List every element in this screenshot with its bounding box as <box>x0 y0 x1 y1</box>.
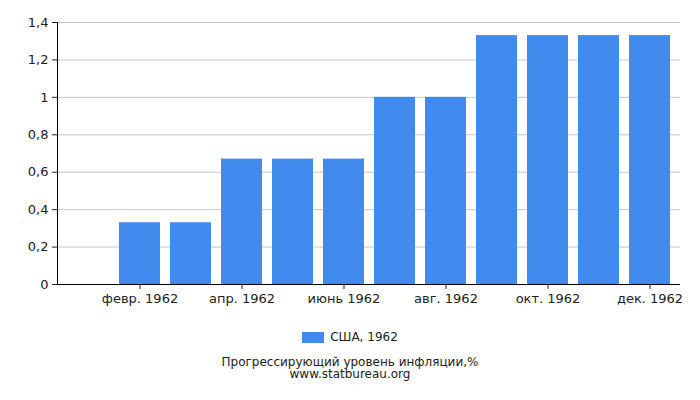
svg-text:0,6: 0,6 <box>28 164 49 179</box>
svg-text:окт. 1962: окт. 1962 <box>516 291 581 306</box>
svg-text:дек. 1962: дек. 1962 <box>617 291 683 306</box>
svg-text:0,2: 0,2 <box>28 239 49 254</box>
html-text:США, 1962: США, 1962 <box>330 330 398 344</box>
svg-text:0,4: 0,4 <box>28 202 49 217</box>
svg-text:апр. 1962: апр. 1962 <box>209 291 275 306</box>
svg-text:1,4: 1,4 <box>28 15 49 30</box>
svg-text:февр. 1962: февр. 1962 <box>102 291 178 306</box>
svg-text:0: 0 <box>40 277 48 292</box>
svg-text:1,2: 1,2 <box>28 52 49 67</box>
svg-text:июнь 1962: июнь 1962 <box>308 291 381 306</box>
svg-text:авг. 1962: авг. 1962 <box>414 291 478 306</box>
svg-text:0,8: 0,8 <box>28 127 49 142</box>
html-text:www.statbureau.org: www.statbureau.org <box>289 367 411 381</box>
html-text:Прогрессирующий уровень инфляц: Прогрессирующий уровень инфляции,% <box>221 355 479 369</box>
svg-text:1: 1 <box>40 90 48 105</box>
